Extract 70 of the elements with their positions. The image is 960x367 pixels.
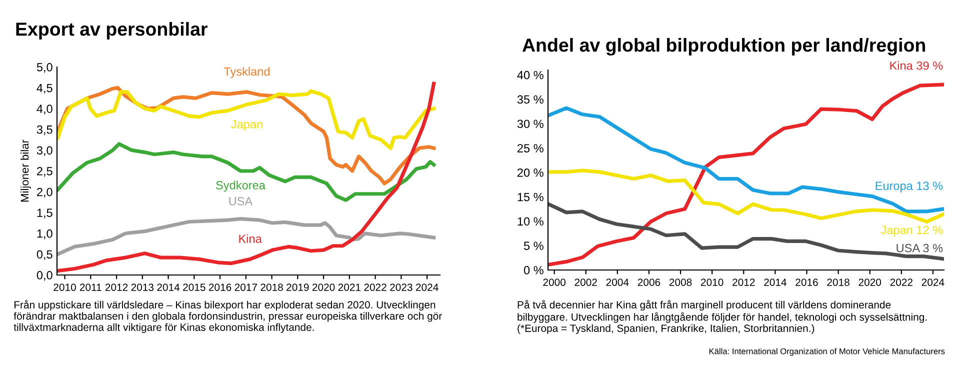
series-label: Japan 12 % [880,226,943,237]
y-tick-label: 10 % [518,217,544,226]
line-series [57,217,436,256]
series-label: Kina 39 % [890,61,943,70]
y-tick-label: 15 % [518,192,544,202]
x-tick-label: 2006 [638,278,660,286]
y-tick-label: 1,5 [37,208,52,218]
y-tick-label: 3,0 [36,146,52,156]
x-tick-label: 2016 [796,278,818,286]
chart-title: Export av personbilar [16,22,208,40]
y-tick-label: 2,0 [37,188,52,198]
y-tick-label: 20 % [518,168,544,177]
x-tick-label: 2004 [606,278,629,286]
x-tick-label: 2014 [764,278,786,286]
y-tick-label: 35 % [517,95,544,104]
x-tick-label: 2017 [234,284,257,291]
series-label: USA [229,197,253,206]
y-tick-label: 5,0 [36,63,52,73]
x-tick-label: 2020 [312,284,335,291]
y-tick-label: 1,0 [37,229,52,240]
x-tick-label: 2022 [364,284,386,291]
x-tick-label: 2023 [390,284,412,291]
y-tick-label: 4,0 [36,104,52,114]
x-tick-label: 2002 [574,278,597,286]
y-axis-title: Miljoner bilar [20,140,31,202]
chart-title: Andel av global bilproduktion per land/region [522,38,926,56]
series-label: Sydkorea [216,180,266,192]
y-tick-label: 0,5 [36,250,52,260]
x-tick-label: 2020 [858,278,882,286]
y-tick-label: 5 % [524,242,544,250]
x-tick-label: 2021 [338,284,361,291]
x-tick-label: 2014 [157,284,180,291]
y-tick-label: 2,5 [37,167,52,177]
x-tick-label: 2012 [732,278,755,286]
y-tick-label: 0 % [524,266,544,274]
x-tick-label: 2022 [890,278,912,286]
x-tick-label: 2024 [416,284,438,291]
series-label: Europa 13 % [876,182,943,192]
x-tick-label: 2019 [286,284,309,291]
text: Källa: International Organization of Motor Vehicle Manufacturers [709,348,945,356]
series-label: USA 3 % [896,244,943,252]
x-tick-label: 2008 [669,278,692,286]
x-tick-label: 2018 [827,278,850,286]
y-tick-label: 4,5 [36,84,52,94]
x-tick-label: 2015 [183,284,206,291]
y-tick-label: 3,5 [36,125,52,136]
line-series [548,168,944,224]
y-tick-label: 30 % [517,120,544,128]
y-tick-label: 40 % [517,70,544,80]
x-tick-label: 2013 [131,284,154,291]
text: Från uppstickare till världsledare – Kinas bilexport har exploderat sedan 2020. Utvecklingen förändrar maktbalansen i den globala fordonsindustrin, pressar europeiska tillverkare och gör tillväxtmarknaderna allt viktigare för Kinas ekonomiska inflytande. [14,300,442,333]
x-tick-label: 2000 [543,278,566,286]
line-series [57,89,436,150]
x-tick-label: 2010 [54,284,76,291]
x-tick-label: 2024 [922,278,944,286]
line-series [57,82,436,273]
series-label: Kina [239,234,262,243]
line-series [548,106,944,214]
x-tick-label: 2010 [701,278,724,286]
x-tick-label: 2016 [208,284,232,291]
x-tick-label: 2018 [260,284,283,291]
series-label: Japan [231,120,262,131]
y-tick-label: 0,0 [36,271,52,281]
line-series [548,202,944,261]
x-tick-label: 2011 [80,284,102,291]
y-tick-label: 25 % [518,144,544,152]
line-series [548,82,944,266]
series-label: Tyskland [224,67,270,78]
x-tick-label: 2012 [105,284,128,291]
text: På två decennier har Kina gått från marginell producent till världens dominerande bilbyggare. Utvecklingen har långtgående följder för handel, teknologi och sysselsättning. (*Europa = Tyskland, Spanien, Frankrike, Italien, Storbritannien.) [518,300,927,334]
